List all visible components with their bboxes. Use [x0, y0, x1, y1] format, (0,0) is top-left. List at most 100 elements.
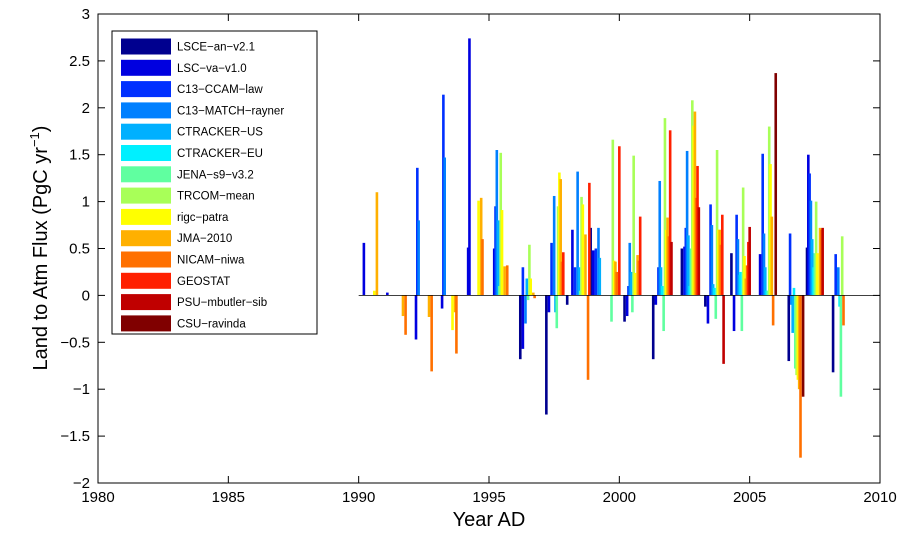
bar-9: [451, 295, 454, 331]
y-tick-label: −1: [73, 381, 90, 398]
bar-4: [685, 150, 689, 296]
bar-11: [637, 260, 641, 296]
legend-swatch: [121, 38, 171, 55]
bar-13: [821, 227, 824, 296]
bar-9: [743, 256, 746, 296]
bar-4: [736, 239, 740, 296]
bar-2: [468, 38, 471, 296]
bar-6: [792, 287, 796, 296]
x-axis-title: Year AD: [453, 509, 526, 531]
bar-6: [739, 271, 742, 296]
bar-3: [594, 248, 598, 296]
bar-2: [706, 295, 710, 324]
legend-label: LSC−va−v1.0: [177, 63, 247, 75]
legend-label: GEOSTAT: [177, 276, 230, 288]
bar-2: [654, 295, 658, 305]
bar-11: [719, 244, 723, 296]
bar-2: [732, 295, 736, 332]
bar-12: [618, 146, 621, 296]
bar-9: [769, 164, 772, 296]
legend-swatch: [121, 187, 171, 204]
bar-8: [795, 295, 798, 376]
bar-11: [430, 295, 433, 372]
bar-8: [499, 152, 503, 296]
bar-2: [386, 292, 389, 296]
bar-1: [518, 295, 522, 360]
bar-3: [442, 94, 445, 296]
legend-swatch: [121, 102, 171, 119]
bar-14: [801, 295, 805, 397]
legend-swatch: [121, 230, 171, 247]
bars-layer: [362, 38, 845, 458]
bar-13: [748, 226, 751, 296]
bar-9: [633, 272, 637, 296]
bar-4: [836, 267, 840, 296]
bar-7: [610, 295, 613, 322]
bar-9: [816, 253, 819, 296]
x-tick-label: 1980: [81, 489, 114, 506]
bar-10: [503, 266, 506, 296]
bar-4: [443, 157, 446, 296]
bar-1: [805, 247, 809, 296]
bar-1: [730, 253, 733, 296]
bar-3: [550, 242, 553, 296]
bar-4: [417, 220, 420, 296]
bar-3: [684, 227, 688, 296]
legend-label: TRCOM−mean: [177, 191, 255, 203]
y-tick-label: −2: [73, 475, 90, 492]
bar-3: [521, 267, 525, 296]
bar-12: [588, 182, 591, 296]
bar-10: [584, 234, 587, 296]
bar-2: [547, 295, 551, 313]
bar-10: [559, 179, 562, 296]
bar-8: [528, 244, 531, 296]
bar-8: [611, 139, 615, 296]
bar-7: [631, 295, 634, 313]
bar-5: [764, 267, 767, 296]
bar-1: [787, 295, 791, 362]
bar-3: [627, 286, 630, 296]
bar-2: [492, 248, 496, 296]
bar-2: [521, 295, 525, 349]
bar-8: [814, 201, 818, 296]
bar-1: [651, 295, 655, 360]
bar-7: [526, 295, 530, 301]
legend-label: PSU−mbutler−sib: [177, 297, 267, 309]
bar-1: [680, 248, 684, 296]
bar-11: [533, 295, 536, 299]
legend-swatch: [121, 145, 171, 161]
bar-11: [799, 295, 802, 458]
bar-7: [578, 290, 582, 296]
bar-12: [638, 216, 642, 296]
bar-9: [373, 290, 376, 296]
bar-6: [812, 267, 815, 296]
bar-12: [561, 252, 565, 296]
bar-8: [741, 187, 745, 296]
bar-3: [735, 214, 738, 296]
bar-4: [710, 225, 714, 296]
bar-11: [481, 239, 484, 296]
bar-10: [614, 261, 617, 296]
y-tick-label: 1.5: [69, 147, 90, 164]
legend-label: JMA−2010: [177, 233, 232, 245]
bar-12: [668, 130, 672, 296]
bar-3: [657, 267, 660, 296]
bar-7: [813, 253, 817, 296]
y-axis-title: Land to Atm Flux (PgC yr−1): [27, 126, 52, 371]
bar-11: [842, 295, 845, 326]
legend-swatch: [121, 208, 171, 225]
legend-swatch: [121, 123, 171, 140]
bar-1: [704, 295, 707, 307]
bar-7: [555, 295, 559, 329]
y-tick-label: 3: [82, 6, 90, 23]
legend-label: CTRACKER−EU: [177, 148, 263, 160]
legend-label: C13−CCAM−law: [177, 84, 263, 96]
bar-5: [629, 271, 633, 296]
bar-9: [477, 200, 480, 296]
y-tick-label: 2: [82, 100, 90, 117]
y-tick-label: 1: [82, 194, 90, 211]
y-axis-title-exponent: −1: [27, 132, 42, 147]
bar-11: [404, 295, 407, 335]
bar-11: [455, 295, 458, 354]
